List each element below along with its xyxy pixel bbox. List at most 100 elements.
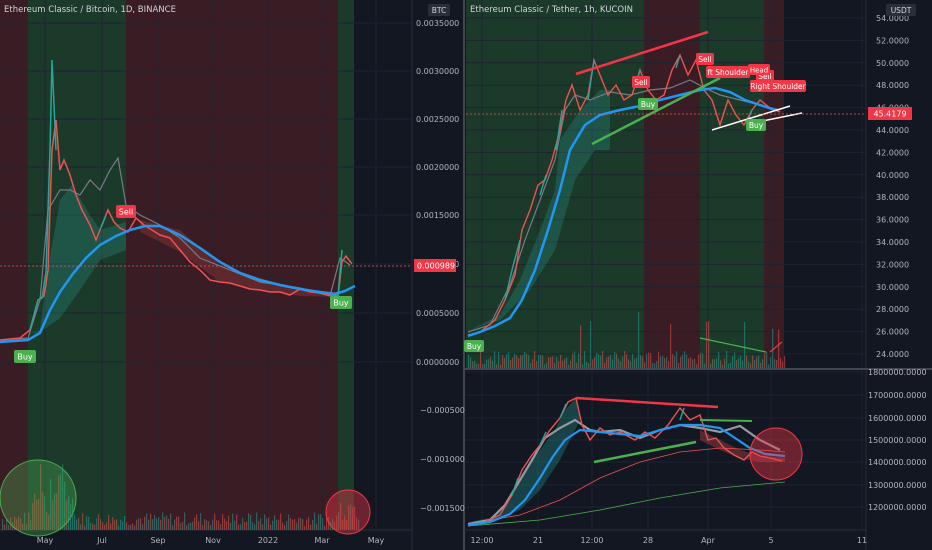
right-volume-bar [510, 360, 512, 368]
left-volume-bar [350, 504, 352, 530]
left-volume-bar [188, 523, 190, 530]
right-volume-bar [648, 352, 650, 368]
right-y-tick: 32.0000 [876, 260, 909, 269]
right-volume-bar [562, 360, 564, 368]
right-volume-bar [520, 355, 522, 368]
right-volume-bar [584, 351, 586, 368]
right-shoulder-text: Right Shoulder [750, 82, 806, 91]
left-volume-bar [242, 517, 244, 530]
right-volume-bar [594, 357, 596, 368]
right-volume-bar [476, 363, 478, 368]
right-green-fill [470, 90, 610, 330]
left-volume-bar [152, 519, 154, 530]
left-volume-bar [96, 518, 98, 530]
left-volume-bar [342, 520, 344, 530]
head-label: Head [748, 64, 770, 75]
left-x-tick: 2022 [258, 536, 278, 545]
left-volume-bar [356, 517, 358, 530]
right-volume-bar [726, 351, 728, 368]
right-red-arrow [769, 341, 783, 353]
right-volume-bar [784, 356, 786, 368]
right-volume-bar [610, 354, 612, 368]
right-volume-bar [576, 362, 578, 368]
right-price-line [467, 53, 781, 336]
left-volume-bar [120, 519, 122, 530]
left-volume-bar [316, 523, 318, 530]
right-volume-bar [574, 351, 576, 368]
left-volume-bar [246, 521, 248, 530]
right-volume-bar [666, 357, 668, 368]
left-volume-bar [108, 514, 110, 530]
left-x-tick: Mar [314, 536, 330, 545]
right-y-axis: 54.000052.000050.000048.000046.000044.00… [876, 14, 909, 359]
left-volume-bar [106, 522, 108, 530]
left-volume-bar [168, 518, 170, 530]
left-x-tick: May [37, 536, 54, 545]
left-y-tick: 0.0025000 [416, 115, 459, 124]
right-volume-bar [472, 361, 474, 368]
left-y-tick-neg: −0.001000 [420, 455, 465, 464]
right-volume-bar [528, 354, 530, 368]
left-volume-bar [220, 524, 222, 530]
right-x-tick: 11 [857, 536, 867, 545]
left-volume-bar [268, 517, 270, 530]
right-volume-bar [644, 362, 646, 368]
left-volume-bar [22, 523, 24, 530]
right-volume-bar [736, 359, 738, 368]
left-volume-bar [52, 500, 54, 530]
right-volume-bar [638, 312, 640, 368]
left-volume-bar [248, 513, 250, 530]
left-volume-bar [286, 521, 288, 530]
left-volume-bars [2, 464, 360, 530]
left-volume-bar [212, 519, 214, 530]
left-volume-bar [80, 524, 82, 530]
left-volume-bar [194, 517, 196, 530]
right-volume-bar [768, 364, 770, 368]
left-volume-bar [218, 520, 220, 530]
left-volume-bar [224, 518, 226, 530]
right-volume-bar [608, 356, 610, 368]
left-volume-bar [260, 518, 262, 530]
left-green-candles [29, 59, 343, 331]
left-y-tick: 0.0020000 [416, 163, 459, 172]
right-y-tick: 30.0000 [876, 283, 909, 292]
left-sell-label: Sell [116, 205, 136, 218]
left-volume-bar [26, 524, 28, 530]
right-volume-bar [558, 361, 560, 368]
left-volume-bar [354, 506, 356, 530]
right-lower-y-axis: 1800000.0000 1700000.0000 1600000.0000 1500… [868, 368, 927, 512]
left-volume-bar [228, 515, 230, 530]
right-volume-bar [498, 352, 500, 368]
right-green-trendline [591, 76, 721, 146]
right-volume-bar [550, 357, 552, 368]
right-volume-bar [602, 351, 604, 368]
right-volume-bar [486, 359, 488, 368]
left-volume-bar [78, 517, 80, 530]
right-volume-bar [546, 362, 548, 368]
right-lower-y-tick: 1800000.0000 [868, 368, 927, 377]
left-volume-bar [288, 514, 290, 530]
left-volume-bar [328, 517, 330, 530]
left-volume-bar [322, 518, 324, 530]
left-volume-bar [186, 525, 188, 530]
right-volume-bar [474, 360, 476, 368]
left-volume-bar [38, 498, 40, 530]
left-shoulder-label: ft Shoulder [706, 66, 750, 78]
left-volume-bar [358, 519, 360, 530]
right-volume-bar [570, 360, 572, 368]
left-volume-bar [182, 521, 184, 530]
left-volume-bar [254, 524, 256, 530]
lower-red-area [700, 430, 785, 462]
left-volume-bar [124, 515, 126, 530]
left-volume-bar [170, 513, 172, 530]
left-volume-bar [176, 516, 178, 530]
left-volume-bar [206, 520, 208, 530]
left-x-tick: May [368, 536, 385, 545]
left-buy-label-2: Buy [330, 296, 352, 309]
right-sell-text-3: Sell [758, 72, 772, 81]
left-volume-bar [326, 517, 328, 530]
left-volume-bar [300, 517, 302, 530]
right-green-arrow [699, 337, 767, 353]
right-y-tick: 34.0000 [876, 238, 909, 247]
